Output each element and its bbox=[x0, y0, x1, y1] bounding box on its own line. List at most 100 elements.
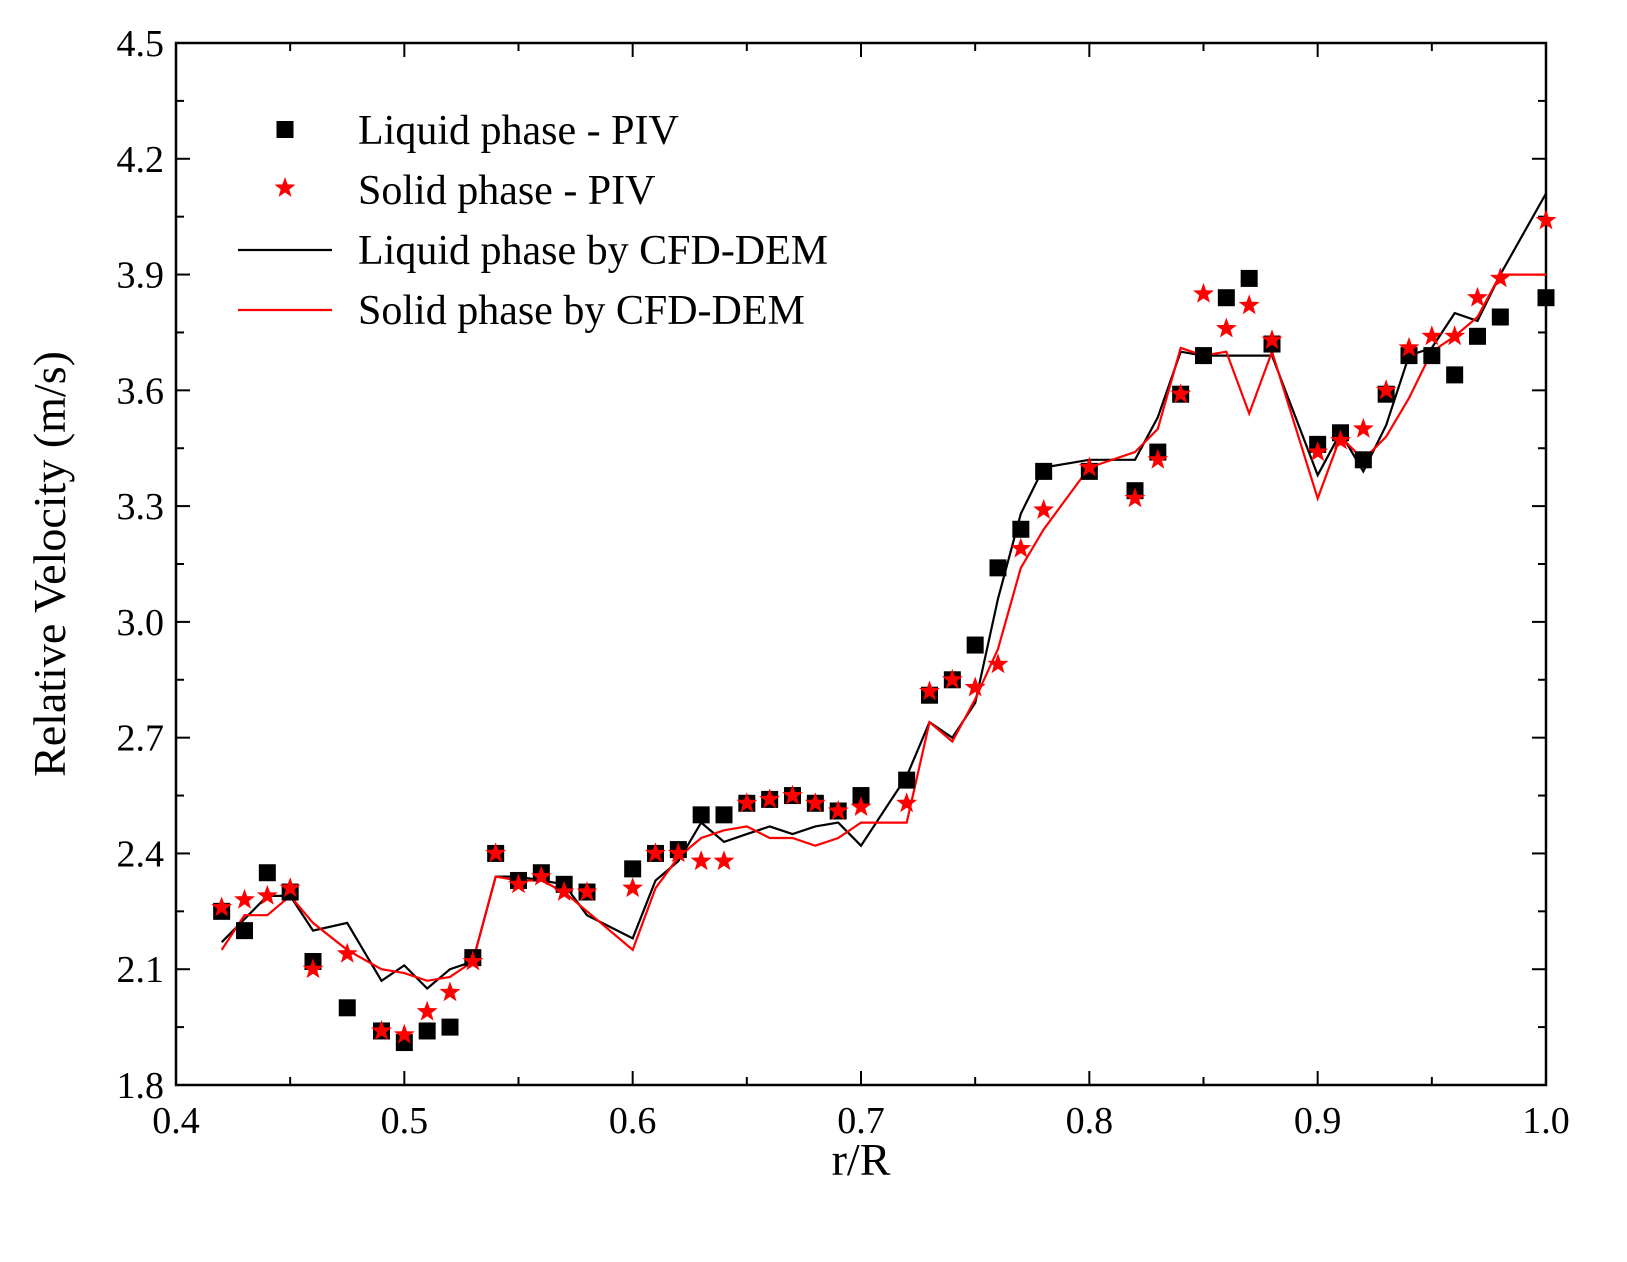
data-point-star bbox=[553, 881, 575, 901]
data-point-square bbox=[1012, 520, 1030, 538]
x-tick-label: 0.9 bbox=[1294, 1100, 1342, 1142]
x-tick-label: 0.8 bbox=[1066, 1100, 1114, 1142]
data-point-square bbox=[1423, 347, 1441, 365]
legend-symbol-square bbox=[276, 121, 294, 138]
data-point-star bbox=[941, 668, 963, 689]
data-point-square bbox=[441, 1018, 459, 1036]
data-point-square bbox=[1195, 347, 1212, 365]
data-point-star bbox=[485, 842, 507, 863]
data-point-star bbox=[1124, 487, 1146, 508]
data-point-square bbox=[1240, 269, 1258, 287]
data-point-star bbox=[1193, 282, 1214, 303]
data-point-star bbox=[1261, 329, 1283, 350]
data-point-square bbox=[715, 806, 733, 824]
legend-label: Liquid phase by CFD-DEM bbox=[358, 228, 828, 274]
data-point-star bbox=[1238, 294, 1260, 315]
data-point-star bbox=[393, 1023, 415, 1044]
data-point-square bbox=[898, 771, 916, 789]
data-point-star bbox=[1467, 286, 1488, 307]
y-tick-label: 3.0 bbox=[117, 602, 165, 644]
series-3 bbox=[220, 273, 1546, 982]
y-tick-label: 2.4 bbox=[117, 833, 165, 875]
data-point-star bbox=[508, 873, 529, 894]
data-point-star bbox=[416, 1000, 438, 1021]
data-point-square bbox=[966, 636, 984, 654]
data-point-star bbox=[462, 950, 484, 971]
data-point-star bbox=[1170, 383, 1192, 404]
data-point-star bbox=[1444, 325, 1466, 346]
data-point-square bbox=[624, 860, 642, 878]
y-tick-label: 3.9 bbox=[117, 255, 165, 297]
x-tick-label: 0.5 bbox=[381, 1100, 429, 1142]
data-point-star bbox=[690, 850, 712, 871]
data-point-star bbox=[1215, 317, 1237, 338]
data-point-square bbox=[1035, 462, 1053, 480]
data-point-square bbox=[1354, 451, 1372, 469]
x-tick-label: 0.6 bbox=[609, 1100, 657, 1142]
data-point-star bbox=[576, 881, 598, 901]
data-point-star bbox=[1398, 336, 1420, 357]
data-point-square bbox=[1491, 308, 1509, 326]
y-axis-title: Relative Velocity (m/s) bbox=[24, 351, 75, 777]
data-point-square bbox=[692, 806, 710, 824]
data-point-star bbox=[279, 877, 301, 898]
data-point-square bbox=[852, 787, 870, 805]
y-tick-label: 1.8 bbox=[117, 1065, 165, 1107]
data-point-star bbox=[211, 896, 233, 917]
legend-symbol-star bbox=[274, 177, 296, 197]
x-axis-title: r/R bbox=[832, 1134, 891, 1185]
data-point-star bbox=[1330, 429, 1351, 450]
x-tick-label: 0.7 bbox=[837, 1100, 885, 1142]
data-point-star bbox=[782, 784, 803, 805]
series-line bbox=[220, 273, 1546, 982]
legend-label: Solid phase - PIV bbox=[358, 168, 656, 214]
data-point-star bbox=[530, 865, 552, 886]
series-0 bbox=[213, 269, 1555, 1052]
data-point-square bbox=[236, 922, 253, 940]
data-point-star bbox=[1147, 448, 1169, 469]
data-point-star bbox=[1375, 379, 1397, 400]
x-tick-label: 0.4 bbox=[152, 1100, 200, 1142]
data-point-star bbox=[1352, 417, 1374, 438]
data-point-star bbox=[234, 888, 255, 909]
data-point-star bbox=[919, 680, 940, 701]
data-point-star bbox=[1078, 456, 1100, 477]
series-1 bbox=[211, 209, 1557, 1044]
axes: 0.4 0.5 0.6 0.7 0.8 0.9 1.0 1.8 2.1 2.4 2.7 3.0 3.3 3… bbox=[117, 23, 1570, 1142]
data-point-square bbox=[1537, 289, 1555, 307]
data-point-star bbox=[1421, 325, 1443, 346]
data-point-star bbox=[645, 842, 666, 863]
data-point-square bbox=[1446, 366, 1464, 384]
y-tick-label: 3.3 bbox=[117, 486, 165, 528]
y-tick-label: 2.7 bbox=[117, 718, 165, 760]
data-point-square bbox=[1217, 289, 1235, 307]
data-point-star bbox=[1489, 267, 1511, 288]
data-point-square bbox=[338, 999, 356, 1017]
data-point-square bbox=[989, 559, 1007, 577]
data-point-star bbox=[987, 653, 1009, 674]
data-point-star bbox=[1033, 499, 1055, 519]
y-tick-label: 2.1 bbox=[117, 949, 165, 991]
data-point-star bbox=[759, 788, 781, 809]
legend-label: Solid phase by CFD-DEM bbox=[358, 288, 805, 334]
data-point-star bbox=[256, 884, 278, 905]
data-point-star bbox=[804, 792, 826, 813]
data-point-star bbox=[667, 842, 689, 863]
data-point-star bbox=[622, 877, 644, 898]
series-layer bbox=[211, 192, 1557, 1052]
data-point-star bbox=[1307, 441, 1329, 461]
data-point-star bbox=[1010, 537, 1032, 558]
data-point-star bbox=[736, 792, 758, 813]
data-point-star bbox=[439, 981, 461, 1002]
y-tick-label: 3.6 bbox=[117, 370, 165, 412]
legend-label: Liquid phase - PIV bbox=[358, 108, 679, 154]
y-tick-label: 4.5 bbox=[117, 23, 165, 65]
data-point-square bbox=[1469, 327, 1486, 345]
data-point-star bbox=[964, 676, 986, 697]
data-point-star bbox=[896, 792, 918, 813]
data-point-star bbox=[713, 850, 735, 871]
y-tick-label: 4.2 bbox=[117, 139, 165, 181]
data-point-square bbox=[418, 1022, 436, 1040]
data-point-star bbox=[850, 796, 872, 816]
